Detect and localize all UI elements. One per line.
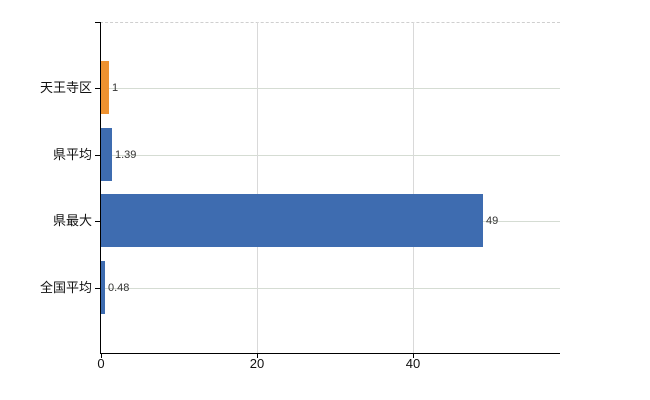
- gridline-vertical: [413, 22, 414, 353]
- x-tick-label: 20: [249, 356, 265, 371]
- y-axis-line: [100, 22, 101, 353]
- bar-天王寺区: [101, 61, 109, 114]
- y-axis-tick: [95, 288, 100, 289]
- x-axis-tick: [413, 353, 414, 358]
- y-axis-tick: [95, 88, 100, 89]
- value-label: 1.39: [115, 149, 137, 161]
- bar-全国平均: [101, 261, 105, 314]
- bar-県平均: [101, 128, 112, 181]
- y-axis-tick: [95, 22, 100, 23]
- category-label: 県平均: [52, 147, 92, 162]
- x-axis-line: [100, 353, 560, 354]
- gridline-horizontal: [100, 88, 560, 89]
- gridline-horizontal: [100, 155, 560, 156]
- category-label: 天王寺区: [39, 80, 92, 95]
- y-axis-tick: [95, 155, 100, 156]
- gridline-horizontal: [100, 288, 560, 289]
- y-axis-tick: [95, 221, 100, 222]
- value-label: 49: [486, 215, 499, 227]
- category-label: 全国平均: [39, 280, 92, 295]
- x-axis-tick: [101, 353, 102, 358]
- value-label: 1: [112, 82, 119, 94]
- x-tick-label: 0: [97, 356, 105, 371]
- x-tick-label: 40: [405, 356, 421, 371]
- bar-県最大: [101, 194, 483, 247]
- x-axis-tick: [257, 353, 258, 358]
- gridline-top-dashed: [100, 22, 560, 23]
- value-label: 0.48: [108, 282, 130, 294]
- category-label: 県最大: [52, 213, 92, 228]
- gridline-vertical: [257, 22, 258, 353]
